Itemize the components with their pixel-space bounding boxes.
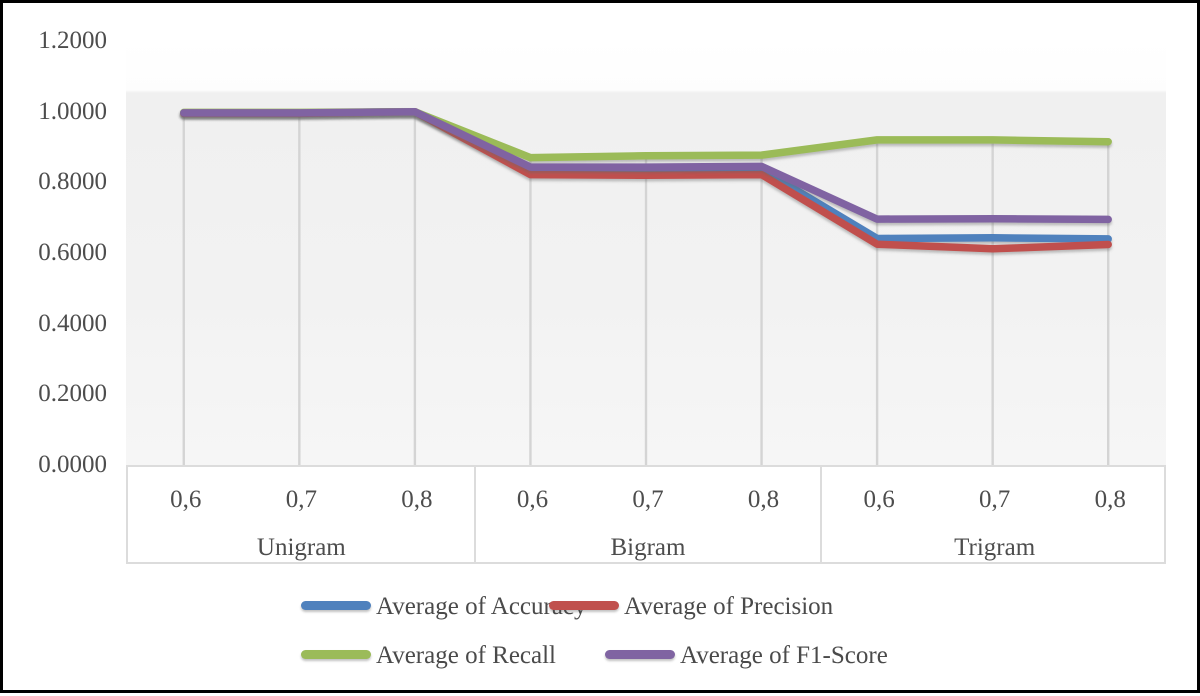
x-axis-tick-label: 0,8 — [1094, 486, 1126, 513]
x-axis-tick-label: 0,7 — [285, 486, 317, 513]
x-axis-group-label: Bigram — [610, 534, 686, 561]
y-axis-tick-label: 0.8000 — [38, 168, 107, 196]
legend-label: Average of Precision — [624, 593, 834, 620]
legend-entry: Average of Accuracy — [301, 591, 587, 623]
x-axis-group-divider — [820, 467, 823, 562]
x-axis-group-divider — [473, 467, 476, 562]
y-axis-tick-label: 0.6000 — [38, 239, 107, 266]
x-axis-tick-label: 0,8 — [401, 486, 433, 513]
x-axis-tick-label: 0,7 — [632, 486, 664, 513]
x-axis-group-label: Unigram — [256, 534, 346, 561]
x-axis-tick-label: 0,6 — [863, 486, 895, 513]
legend-swatch-icon — [301, 600, 371, 610]
x-axis: 0,6 0,7 0,8 Unigram 0,6 0,7 0,8 Bigram 0,6 0,7 0,8… — [126, 465, 1166, 564]
legend-entry: Average of Recall — [301, 640, 556, 672]
x-axis-tick-label: 0,6 — [516, 486, 549, 513]
y-axis-tick-label: 1.2000 — [38, 27, 107, 54]
y-axis-tick-label: 0.2000 — [38, 380, 107, 408]
plot-area — [126, 41, 1166, 465]
legend-swatch-icon — [549, 600, 619, 610]
x-axis-tick-label: 0,7 — [979, 486, 1011, 513]
y-axis-tick-label: 0.4000 — [38, 309, 107, 337]
y-axis-tick-label: 1.0000 — [38, 97, 107, 125]
x-axis-group-label: Trigram — [954, 534, 1036, 561]
x-axis-tick-label: 0,8 — [747, 486, 780, 513]
legend-entry: Average of Precision — [549, 591, 833, 623]
legend-entry: Average of F1-Score — [605, 640, 888, 672]
x-axis-tick-label: 0,6 — [170, 486, 202, 513]
y-axis-tick-label: 0.0000 — [38, 451, 107, 478]
legend-swatch-icon — [301, 649, 371, 659]
legend-label: Average of Recall — [376, 642, 556, 669]
legend-label: Average of F1-Score — [680, 642, 888, 669]
legend-swatch-icon — [605, 649, 675, 659]
line-chart: 0.0000 0.2000 0.4000 0.6000 0.8000 1.0000 1.20… — [3, 3, 1197, 690]
